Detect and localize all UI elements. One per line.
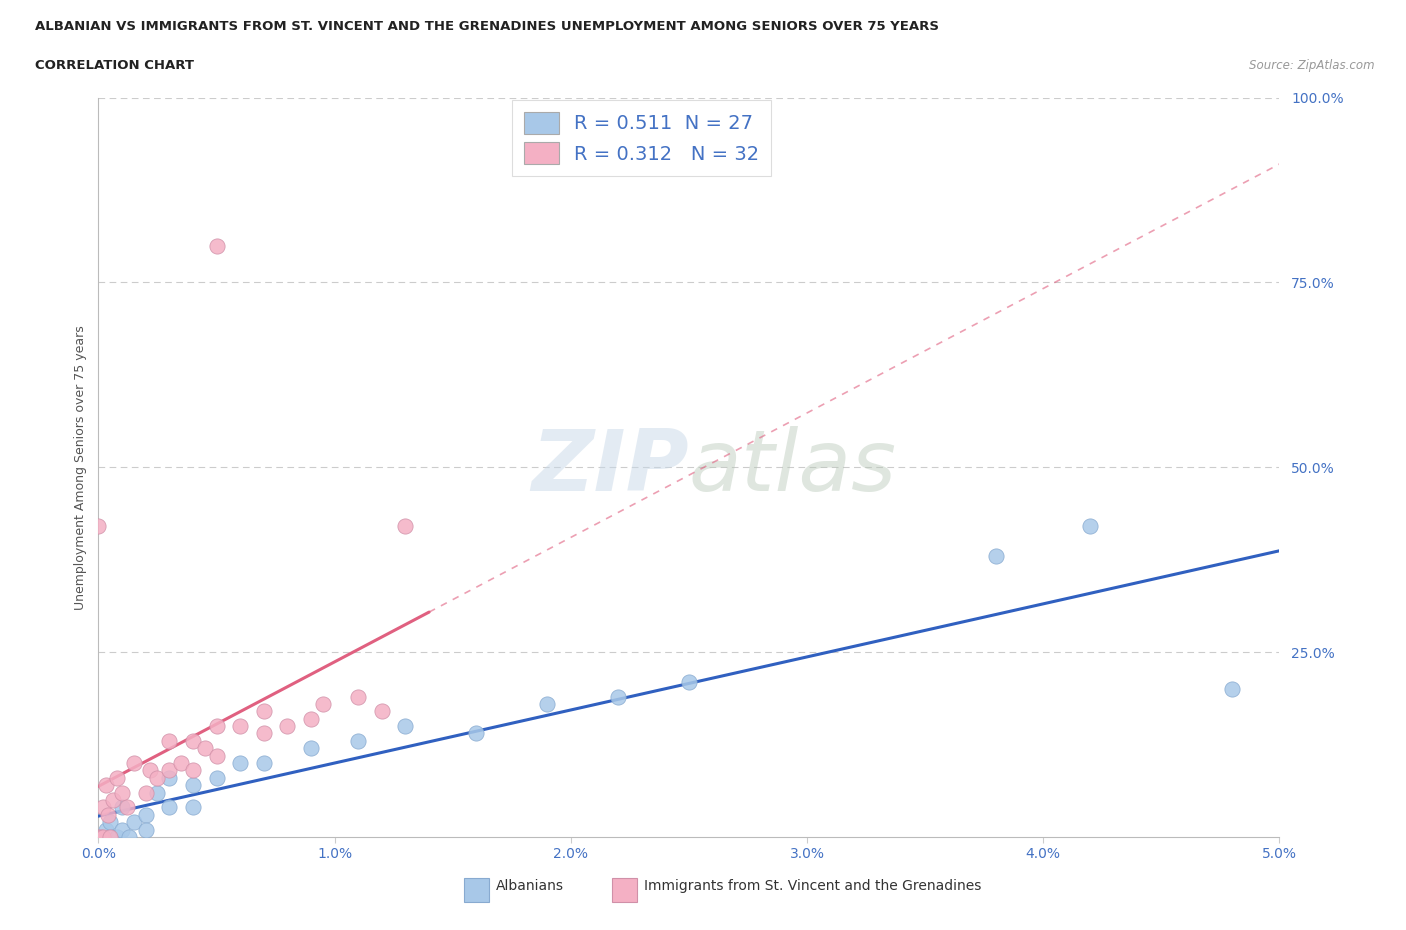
Text: Immigrants from St. Vincent and the Grenadines: Immigrants from St. Vincent and the Gren… bbox=[644, 879, 981, 894]
Point bbox=[181, 734, 204, 749]
Point bbox=[97, 807, 120, 822]
Point bbox=[205, 719, 228, 734]
Legend: R = 0.511  N = 27, R = 0.312   N = 32: R = 0.511 N = 27, R = 0.312 N = 32 bbox=[512, 100, 772, 176]
Point bbox=[229, 719, 252, 734]
Point bbox=[299, 711, 322, 726]
Text: Albanians: Albanians bbox=[496, 879, 564, 894]
Y-axis label: Unemployment Among Seniors over 75 years: Unemployment Among Seniors over 75 years bbox=[75, 325, 87, 610]
Point bbox=[253, 726, 276, 741]
Point bbox=[122, 815, 145, 830]
Point bbox=[181, 763, 204, 777]
Point bbox=[94, 777, 117, 792]
Point bbox=[135, 785, 157, 800]
Point bbox=[91, 830, 114, 844]
Point bbox=[94, 822, 117, 837]
Point bbox=[205, 770, 228, 785]
Point bbox=[91, 800, 114, 815]
Point bbox=[678, 674, 700, 689]
Point bbox=[135, 807, 157, 822]
Point bbox=[394, 519, 416, 534]
Text: Source: ZipAtlas.com: Source: ZipAtlas.com bbox=[1250, 59, 1375, 72]
Point bbox=[181, 777, 204, 792]
Point bbox=[157, 770, 180, 785]
Point bbox=[111, 785, 134, 800]
Point bbox=[394, 719, 416, 734]
Point bbox=[276, 719, 298, 734]
Point bbox=[607, 689, 630, 704]
Point bbox=[111, 822, 134, 837]
Point bbox=[98, 815, 121, 830]
Point bbox=[115, 800, 138, 815]
Point bbox=[205, 238, 228, 253]
Point bbox=[146, 785, 169, 800]
Point bbox=[347, 734, 370, 749]
Point bbox=[229, 755, 252, 770]
Text: CORRELATION CHART: CORRELATION CHART bbox=[35, 59, 194, 72]
Point bbox=[87, 830, 110, 844]
Point bbox=[157, 734, 180, 749]
Point bbox=[465, 726, 488, 741]
Point bbox=[1220, 682, 1243, 697]
Point bbox=[157, 763, 180, 777]
Point bbox=[122, 755, 145, 770]
Point bbox=[105, 830, 128, 844]
Point bbox=[347, 689, 370, 704]
Point bbox=[536, 697, 558, 711]
Point bbox=[205, 749, 228, 764]
Text: ALBANIAN VS IMMIGRANTS FROM ST. VINCENT AND THE GRENADINES UNEMPLOYMENT AMONG SE: ALBANIAN VS IMMIGRANTS FROM ST. VINCENT … bbox=[35, 20, 939, 33]
Point bbox=[98, 830, 121, 844]
Point bbox=[253, 704, 276, 719]
Point bbox=[371, 704, 394, 719]
Point bbox=[146, 770, 169, 785]
Point bbox=[139, 763, 162, 777]
Point bbox=[111, 800, 134, 815]
Point bbox=[135, 822, 157, 837]
Text: ZIP: ZIP bbox=[531, 426, 689, 509]
Point bbox=[118, 830, 141, 844]
Point bbox=[1080, 519, 1102, 534]
Point bbox=[299, 741, 322, 756]
Point bbox=[101, 792, 124, 807]
Point bbox=[90, 830, 112, 844]
Point bbox=[105, 770, 128, 785]
Point bbox=[170, 755, 193, 770]
Point bbox=[253, 755, 276, 770]
Point bbox=[87, 519, 110, 534]
Point bbox=[984, 549, 1007, 564]
Point bbox=[312, 697, 335, 711]
Point bbox=[181, 800, 204, 815]
Text: atlas: atlas bbox=[689, 426, 897, 509]
Point bbox=[157, 800, 180, 815]
Point bbox=[194, 741, 217, 756]
